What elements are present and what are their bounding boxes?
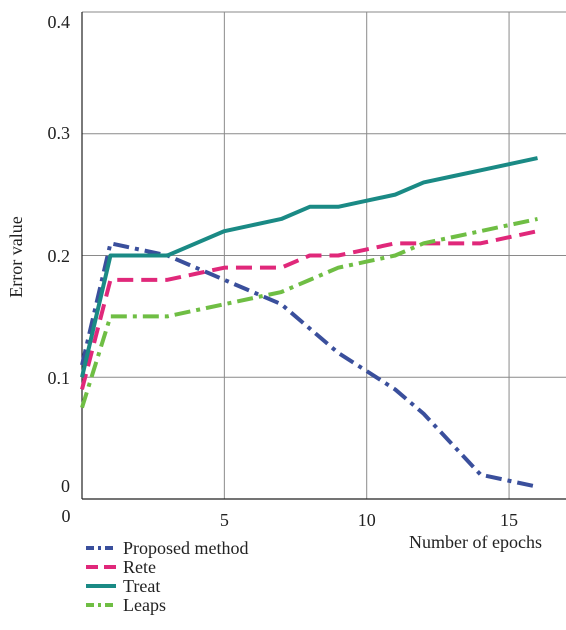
- x-tick-label-3: 15: [500, 510, 518, 530]
- series-line-rete: [80, 229, 538, 390]
- series-line-treat: [80, 156, 538, 378]
- y-tick-label-1: 0.1: [48, 368, 71, 388]
- x-tick-label-2: 10: [358, 510, 376, 530]
- y-axis-label: Error value: [6, 216, 26, 297]
- legend-label-2: Treat: [123, 576, 160, 596]
- legend-label-1: Rete: [123, 557, 156, 577]
- axes: [81, 12, 566, 500]
- series-line-proposed-method: [80, 241, 538, 489]
- series-lines: [80, 156, 538, 489]
- x-axis-label: Number of epochs: [409, 532, 542, 552]
- legend-label-0: Proposed method: [123, 538, 249, 558]
- series-line-leaps: [80, 217, 538, 409]
- legend-label-3: Leaps: [123, 595, 166, 615]
- y-tick-label-4: 0.4: [48, 12, 71, 32]
- x-tick-label-1: 5: [220, 510, 229, 530]
- tick-labels: 0 5 10 15 0 0.1 0.2 0.3 0.4: [48, 12, 519, 530]
- y-tick-label-2: 0.2: [48, 246, 71, 266]
- y-tick-label-3: 0.3: [48, 123, 71, 143]
- y-tick-label-0: 0: [61, 476, 70, 496]
- x-tick-label-0: 0: [62, 506, 71, 526]
